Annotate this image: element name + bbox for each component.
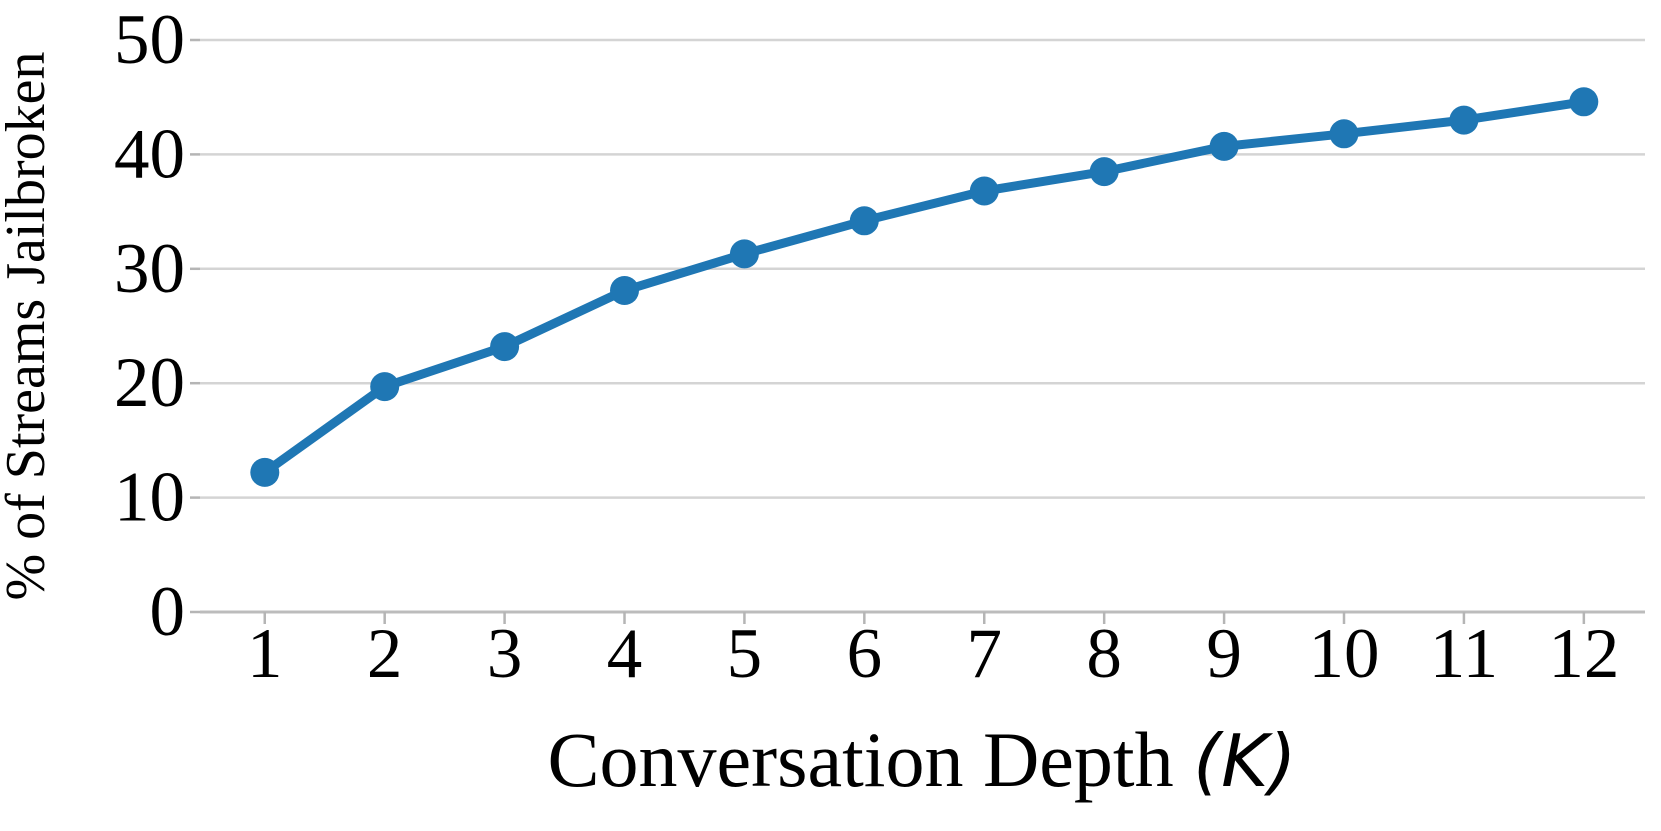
data-point: [1209, 131, 1239, 161]
y-tick-label: 0: [150, 573, 186, 651]
x-axis-title: Conversation Depth (K): [548, 716, 1297, 803]
x-tick-label: 3: [487, 615, 523, 693]
data-point: [250, 457, 280, 487]
x-tick-label: 10: [1309, 615, 1380, 693]
data-point: [1329, 119, 1359, 149]
y-tick-label: 50: [114, 1, 185, 79]
data-point: [370, 372, 400, 402]
grid-layer: [200, 38, 1645, 614]
x-axis-title-open-paren: (: [1193, 719, 1224, 803]
data-point: [1449, 105, 1479, 135]
data-point: [969, 176, 999, 206]
x-tick-label: 7: [967, 615, 1003, 693]
x-tick-label: 9: [1206, 615, 1242, 693]
y-axis-title: % of Streams Jailbroken: [0, 52, 57, 601]
data-point: [1569, 87, 1599, 117]
data-line: [260, 97, 1589, 477]
x-tick-label: 5: [727, 615, 763, 693]
data-point: [1089, 157, 1119, 187]
x-tick-label: 12: [1548, 615, 1619, 693]
data-point: [610, 276, 639, 305]
series-layer: [250, 87, 1599, 487]
data-point: [849, 206, 879, 236]
x-tick-label: 1: [247, 615, 283, 693]
y-tick-label: 10: [114, 459, 185, 537]
data-point: [490, 332, 520, 362]
y-tick-label: 40: [114, 115, 185, 193]
x-axis-title-variable: K: [1221, 719, 1273, 803]
y-tick-label: 20: [114, 344, 185, 422]
x-axis-title-text: Conversation Depth: [548, 716, 1194, 803]
x-tick-label: 6: [847, 615, 883, 693]
x-tick-label: 4: [607, 615, 643, 693]
x-axis-title-close-paren: ): [1263, 719, 1296, 803]
x-tick-label: 11: [1430, 615, 1498, 693]
x-tick-label: 8: [1086, 615, 1122, 693]
tick-mark-layer: [190, 38, 1586, 624]
y-tick-label: 30: [114, 230, 185, 308]
data-point: [729, 239, 759, 269]
x-tick-label: 2: [367, 615, 403, 693]
